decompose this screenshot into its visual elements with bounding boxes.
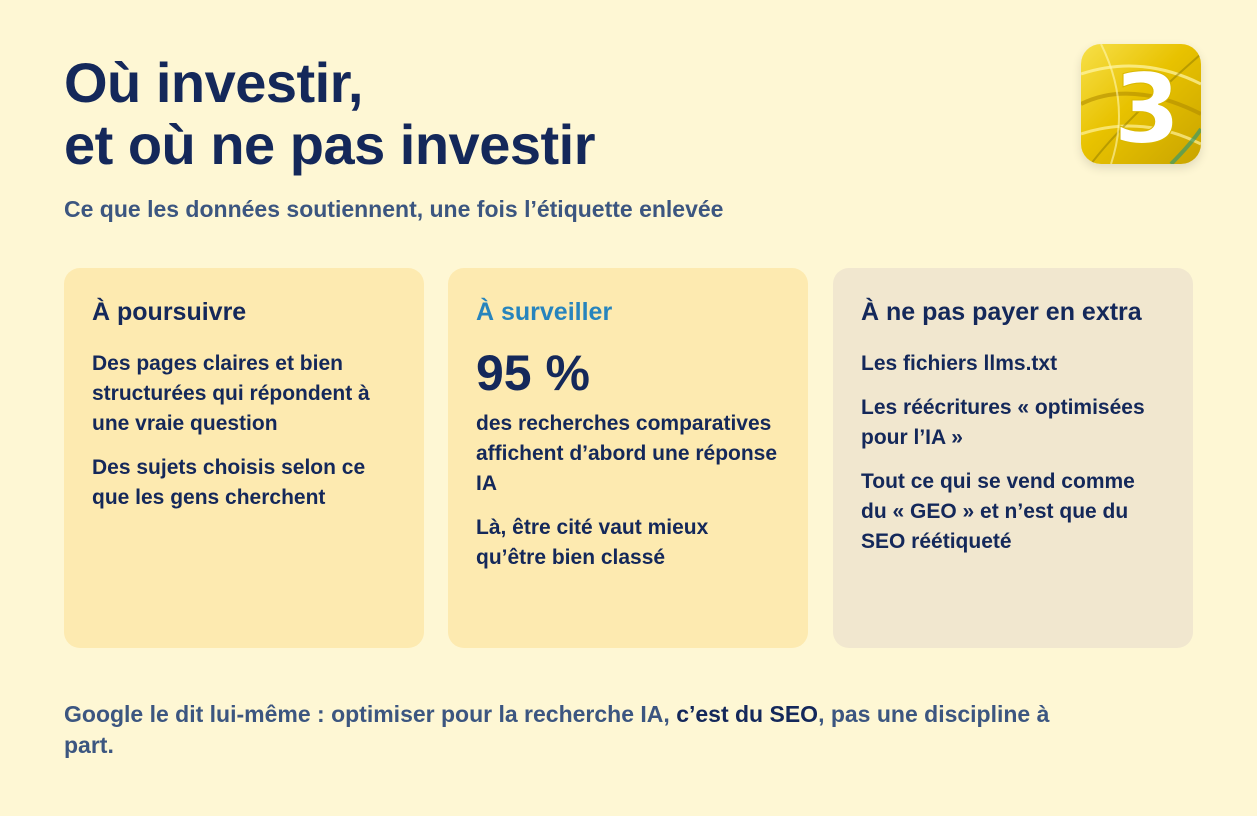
card-do-not-pay-extra: À ne pas payer en extra Les fichiers llm… bbox=[833, 268, 1193, 648]
footer-note: Google le dit lui-même : optimiser pour … bbox=[64, 699, 1104, 761]
card-item: des recherches comparatives affichent d’… bbox=[476, 412, 778, 495]
card-item: Là, être cité vaut mieux qu’être bien cl… bbox=[476, 516, 709, 569]
footer-emphasis: c’est du SEO bbox=[676, 701, 819, 727]
card-title: À ne pas payer en extra bbox=[861, 298, 1142, 326]
svg-text:3: 3 bbox=[1114, 53, 1181, 164]
title-line-1: Où investir, bbox=[64, 51, 364, 114]
card-to-pursue: À poursuivre Des pages claires et bien s… bbox=[64, 268, 424, 648]
brand-3-logo-icon: 3 bbox=[1081, 44, 1201, 164]
card-item: Les fichiers llms.txt bbox=[861, 352, 1058, 375]
card-item: Des pages claires et bien structurées qu… bbox=[92, 352, 370, 435]
card-item: Des sujets choisis selon ce que les gens… bbox=[92, 456, 366, 509]
card-item: Les réécritures « optimisées pour l’IA » bbox=[861, 396, 1145, 449]
card-item: Tout ce qui se vend comme du « GEO » et … bbox=[861, 470, 1135, 553]
card-title: À surveiller bbox=[476, 298, 613, 326]
card-title: À poursuivre bbox=[92, 298, 247, 326]
title-line-2: et où ne pas investir bbox=[64, 113, 596, 176]
card-to-watch: À surveiller 95 % des recherches compara… bbox=[448, 268, 808, 648]
footer-text-end: , pas une discipline à part. bbox=[64, 701, 1050, 758]
stat-value: 95 % bbox=[476, 345, 590, 401]
footer-text: Google le dit lui-même : optimiser pour … bbox=[64, 701, 677, 727]
page-title: Où investir, et où ne pas investir bbox=[64, 51, 596, 176]
page-subtitle: Ce que les données soutiennent, une fois… bbox=[64, 196, 724, 222]
